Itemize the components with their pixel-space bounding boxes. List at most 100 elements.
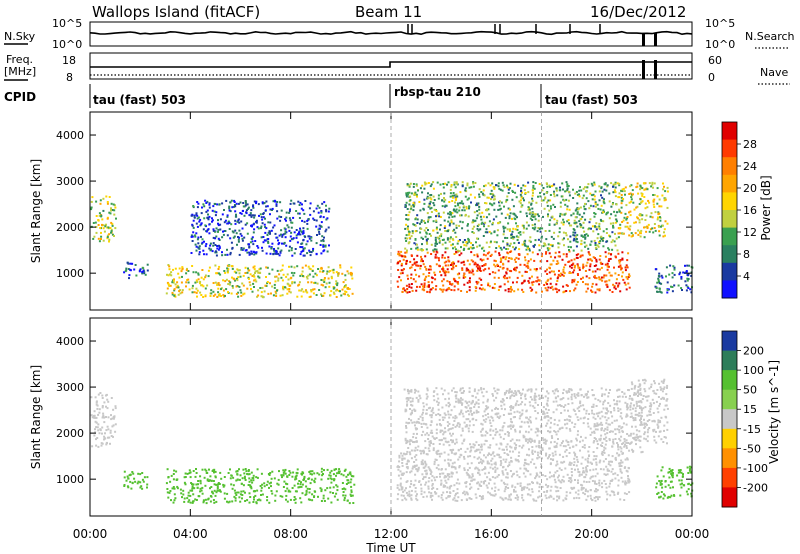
data-cell	[551, 285, 554, 288]
data-cell	[172, 473, 175, 475]
data-cell	[448, 491, 451, 494]
data-cell	[646, 206, 649, 209]
data-cell	[101, 394, 104, 397]
data-cell	[473, 263, 476, 266]
data-cell	[139, 481, 142, 484]
data-cell	[436, 393, 439, 396]
data-cell	[300, 273, 303, 276]
data-cell	[554, 481, 557, 484]
data-cell	[435, 459, 438, 461]
data-cell	[193, 216, 196, 219]
data-cell	[473, 225, 476, 228]
data-cell	[447, 458, 450, 461]
data-cell	[558, 231, 561, 234]
data-cell	[441, 239, 444, 241]
data-cell	[431, 277, 434, 280]
data-cell	[680, 276, 683, 278]
data-cell	[494, 271, 497, 274]
data-cell	[170, 274, 173, 277]
data-cell	[243, 236, 246, 239]
data-cell	[547, 286, 550, 289]
data-cell	[420, 483, 422, 486]
data-cell	[651, 183, 654, 186]
data-cell	[232, 484, 235, 487]
data-cell	[577, 470, 580, 473]
data-cell	[620, 194, 623, 196]
data-cell	[169, 284, 172, 287]
data-cell	[476, 467, 479, 470]
data-cell	[639, 235, 642, 238]
data-cell	[548, 454, 551, 456]
data-cell	[325, 210, 328, 213]
data-cell	[477, 471, 479, 474]
data-cell	[476, 263, 479, 266]
data-cell	[586, 283, 589, 286]
data-cell	[512, 235, 514, 238]
data-cell	[568, 260, 571, 263]
data-cell	[502, 465, 505, 468]
data-cell	[450, 185, 453, 188]
data-cell	[484, 231, 487, 234]
data-cell	[141, 487, 144, 490]
data-cell	[545, 483, 547, 486]
data-cell	[196, 289, 199, 292]
data-cell	[531, 275, 533, 278]
data-cell	[213, 501, 216, 504]
data-cell	[569, 265, 571, 268]
data-cell	[413, 455, 416, 458]
data-cell	[534, 239, 537, 242]
data-cell	[549, 205, 552, 208]
data-cell	[405, 223, 408, 226]
data-cell	[226, 214, 229, 217]
data-cell	[578, 220, 581, 223]
data-cell	[318, 289, 321, 291]
data-cell	[328, 474, 331, 477]
data-cell	[99, 199, 102, 202]
data-cell	[583, 208, 586, 210]
data-cell	[580, 254, 582, 257]
data-cell	[231, 500, 234, 503]
data-cell	[453, 484, 456, 487]
data-cell	[573, 289, 576, 292]
data-cell	[277, 252, 280, 255]
data-cell	[583, 493, 586, 496]
data-cell	[220, 288, 222, 291]
data-cell	[613, 493, 616, 496]
data-cell	[238, 272, 241, 275]
data-cell	[114, 430, 117, 433]
data-cell	[593, 212, 596, 214]
data-cell	[110, 230, 113, 233]
data-cell	[608, 258, 611, 261]
data-cell	[493, 494, 496, 497]
data-cell	[531, 207, 534, 210]
data-cell	[240, 212, 243, 215]
data-cell	[460, 200, 463, 203]
data-cell	[287, 226, 290, 229]
data-cell	[344, 274, 347, 277]
data-cell	[533, 243, 536, 246]
data-cell	[478, 208, 481, 211]
data-cell	[230, 241, 233, 244]
data-cell	[235, 285, 238, 288]
data-cell	[578, 497, 581, 500]
data-cell	[424, 462, 427, 465]
data-cell	[610, 241, 613, 244]
data-cell	[255, 501, 258, 504]
data-cell	[312, 217, 315, 220]
data-cell	[598, 190, 601, 193]
data-cell	[344, 290, 347, 293]
data-cell	[520, 190, 522, 193]
data-cell	[310, 281, 313, 284]
data-cell	[601, 279, 604, 282]
data-cell	[113, 416, 116, 419]
data-cell	[514, 261, 517, 263]
data-cell	[427, 182, 430, 184]
data-cell	[522, 184, 525, 187]
data-cell	[296, 265, 299, 268]
data-cell	[327, 226, 330, 229]
data-cell	[505, 256, 508, 259]
data-cell	[418, 285, 421, 288]
data-cell	[530, 290, 533, 292]
data-cell	[423, 284, 426, 287]
